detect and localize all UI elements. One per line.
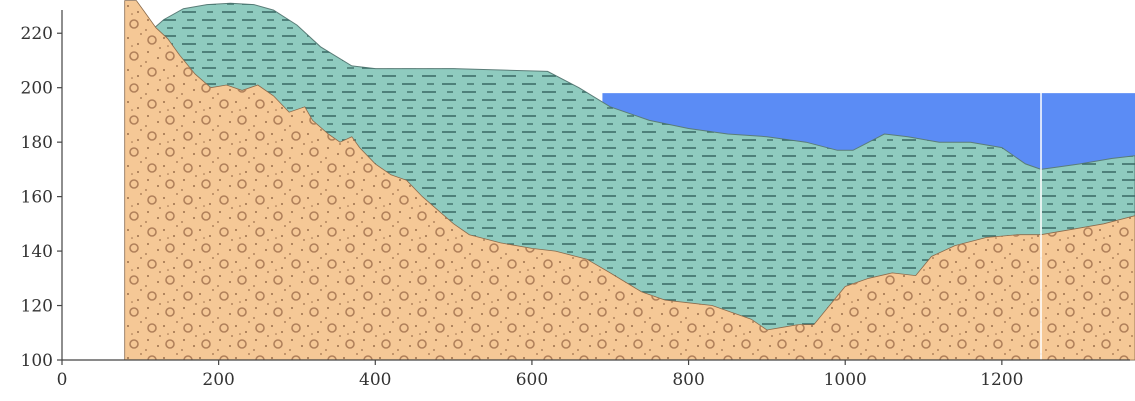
x-tick-label: 600 bbox=[516, 370, 548, 390]
axes: 100 120 140 160 180 200 220 0 200 400 600 800 1000 1… bbox=[21, 10, 1130, 390]
x-tick-label: 0 bbox=[57, 370, 68, 390]
x-ticks: 0 200 400 600 800 1000 1200 bbox=[57, 360, 1023, 390]
y-tick-label: 120 bbox=[21, 297, 53, 317]
x-tick-label: 1200 bbox=[980, 370, 1023, 390]
y-tick-label: 140 bbox=[21, 242, 53, 262]
x-tick-label: 1000 bbox=[824, 370, 867, 390]
x-tick-label: 200 bbox=[202, 370, 234, 390]
y-tick-label: 220 bbox=[21, 24, 53, 44]
x-tick-label: 800 bbox=[672, 370, 704, 390]
bedrock-pebbles bbox=[124, 0, 1135, 360]
y-tick-label: 180 bbox=[21, 133, 53, 153]
bedrock-layer bbox=[124, 0, 1135, 361]
x-tick-label: 400 bbox=[359, 370, 391, 390]
y-tick-label: 200 bbox=[21, 79, 53, 99]
y-ticks: 100 120 140 160 180 200 220 bbox=[21, 24, 62, 371]
y-tick-label: 160 bbox=[21, 188, 53, 208]
y-tick-label: 100 bbox=[21, 351, 53, 371]
